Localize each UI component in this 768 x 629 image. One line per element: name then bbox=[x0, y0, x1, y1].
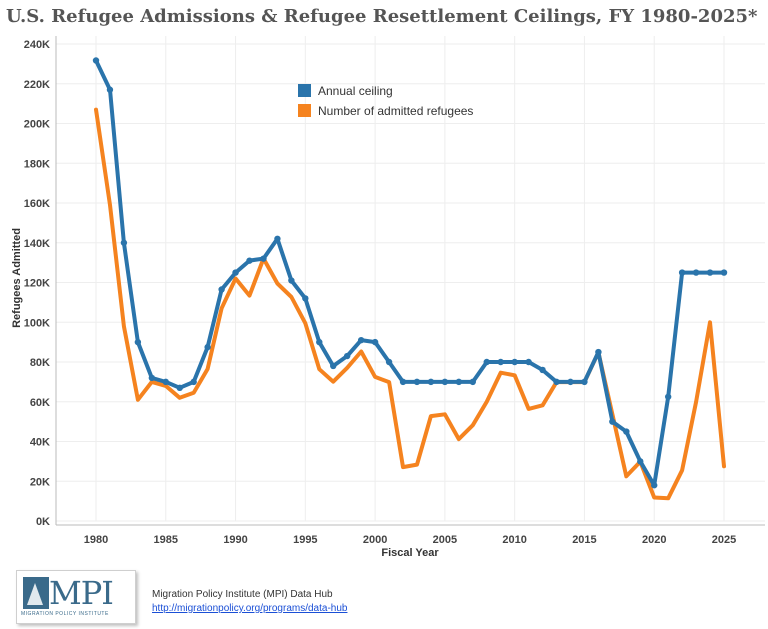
data-point[interactable] bbox=[232, 269, 239, 276]
x-axis-title: Fiscal Year bbox=[381, 547, 439, 559]
data-point[interactable] bbox=[553, 378, 560, 386]
legend-label: Annual ceiling bbox=[318, 84, 393, 98]
y-tick-label: 240K bbox=[24, 39, 50, 51]
series-line bbox=[94, 58, 726, 488]
data-point[interactable] bbox=[692, 269, 700, 276]
data-point[interactable] bbox=[218, 286, 225, 293]
x-tick-label: 2005 bbox=[433, 534, 457, 546]
legend: Annual ceiling Number of admitted refugee… bbox=[298, 84, 473, 118]
series-annual-ceiling bbox=[92, 57, 728, 489]
mpi-logo-icon bbox=[23, 577, 49, 609]
data-point[interactable] bbox=[525, 358, 532, 366]
y-tick-label: 220K bbox=[24, 79, 50, 91]
data-point[interactable] bbox=[609, 418, 616, 425]
x-tick-label: 1995 bbox=[293, 534, 317, 546]
data-point[interactable] bbox=[120, 239, 128, 246]
data-point[interactable] bbox=[441, 378, 449, 386]
data-point[interactable] bbox=[302, 295, 309, 302]
data-point[interactable] bbox=[134, 338, 142, 346]
data-point[interactable] bbox=[399, 378, 407, 386]
data-point[interactable] bbox=[371, 338, 379, 346]
source-credit: Migration Policy Institute (MPI) Data Hu… bbox=[152, 588, 347, 616]
series-line bbox=[94, 107, 726, 501]
data-point[interactable] bbox=[623, 428, 630, 435]
x-tick-label: 2015 bbox=[572, 534, 596, 546]
y-tick-label: 40K bbox=[30, 437, 50, 449]
y-tick-label: 120K bbox=[24, 278, 50, 290]
series-lines bbox=[92, 57, 728, 501]
x-tick-label: 2000 bbox=[363, 534, 387, 546]
data-point[interactable] bbox=[539, 366, 546, 374]
data-point[interactable] bbox=[483, 358, 490, 366]
data-point[interactable] bbox=[190, 378, 197, 386]
y-tick-label: 60K bbox=[30, 397, 50, 409]
data-point[interactable] bbox=[595, 348, 602, 356]
data-point[interactable] bbox=[148, 374, 156, 382]
data-point[interactable] bbox=[274, 235, 281, 242]
x-tick-label: 2025 bbox=[712, 534, 736, 546]
logo-subtext: MIGRATION POLICY INSTITUTE bbox=[21, 611, 109, 617]
data-point[interactable] bbox=[106, 86, 114, 93]
data-point[interactable] bbox=[413, 378, 421, 386]
x-tick-label: 1985 bbox=[154, 534, 178, 546]
y-tick-label: 100K bbox=[24, 317, 50, 329]
source-line: Migration Policy Institute (MPI) Data Hu… bbox=[152, 589, 333, 600]
y-tick-label: 140K bbox=[24, 238, 50, 250]
x-tick-label: 2020 bbox=[642, 534, 666, 546]
gridlines bbox=[56, 36, 765, 522]
data-point[interactable] bbox=[316, 338, 323, 346]
data-point[interactable] bbox=[344, 352, 351, 360]
data-point[interactable] bbox=[204, 343, 211, 351]
data-point[interactable] bbox=[469, 378, 476, 386]
y-axis-title: Refugees Admitted bbox=[11, 228, 23, 328]
data-point[interactable] bbox=[581, 378, 588, 386]
legend-swatch bbox=[298, 84, 311, 97]
data-point[interactable] bbox=[176, 384, 183, 392]
data-point[interactable] bbox=[385, 358, 393, 366]
data-point[interactable] bbox=[455, 378, 463, 386]
y-tick-label: 0K bbox=[36, 516, 50, 528]
x-tick-label: 1980 bbox=[84, 534, 108, 546]
data-point[interactable] bbox=[511, 358, 518, 366]
x-tick-label: 1990 bbox=[223, 534, 247, 546]
x-tick-label: 2010 bbox=[502, 534, 526, 546]
data-point[interactable] bbox=[288, 277, 295, 284]
data-point[interactable] bbox=[427, 378, 435, 386]
data-point[interactable] bbox=[651, 482, 658, 489]
data-point[interactable] bbox=[637, 458, 644, 465]
y-tick-label: 80K bbox=[30, 357, 50, 369]
data-point[interactable] bbox=[260, 255, 267, 262]
chart-title: U.S. Refugee Admissions & Refugee Resett… bbox=[6, 6, 758, 27]
data-point[interactable] bbox=[92, 57, 100, 64]
mpi-logo: MPI MIGRATION POLICY INSTITUTE bbox=[16, 570, 136, 624]
y-tick-label: 160K bbox=[24, 198, 50, 210]
data-point[interactable] bbox=[720, 269, 728, 276]
legend-label: Number of admitted refugees bbox=[318, 104, 473, 118]
data-point[interactable] bbox=[567, 378, 574, 386]
data-point[interactable] bbox=[678, 269, 686, 276]
series-admitted-refugees bbox=[94, 107, 726, 501]
line-chart: 0K 20K 40K 60K 80K 100K 120K 140K 160K 180K 200K 22… bbox=[11, 36, 765, 559]
data-point[interactable] bbox=[246, 257, 253, 264]
data-point[interactable] bbox=[664, 393, 672, 400]
logo-text: MPI bbox=[49, 574, 114, 612]
data-point[interactable] bbox=[357, 336, 365, 344]
source-link[interactable]: http://migrationpolicy.org/programs/data… bbox=[152, 603, 348, 614]
data-point[interactable] bbox=[706, 269, 714, 276]
y-tick-label: 20K bbox=[30, 476, 50, 488]
y-tick-label: 200K bbox=[24, 119, 50, 131]
data-point[interactable] bbox=[162, 378, 169, 386]
y-tick-label: 180K bbox=[24, 158, 50, 170]
data-point[interactable] bbox=[330, 362, 337, 370]
data-point[interactable] bbox=[497, 358, 504, 366]
axes: 0K 20K 40K 60K 80K 100K 120K 140K 160K 180K 200K 22… bbox=[11, 36, 765, 559]
legend-swatch bbox=[298, 104, 311, 117]
